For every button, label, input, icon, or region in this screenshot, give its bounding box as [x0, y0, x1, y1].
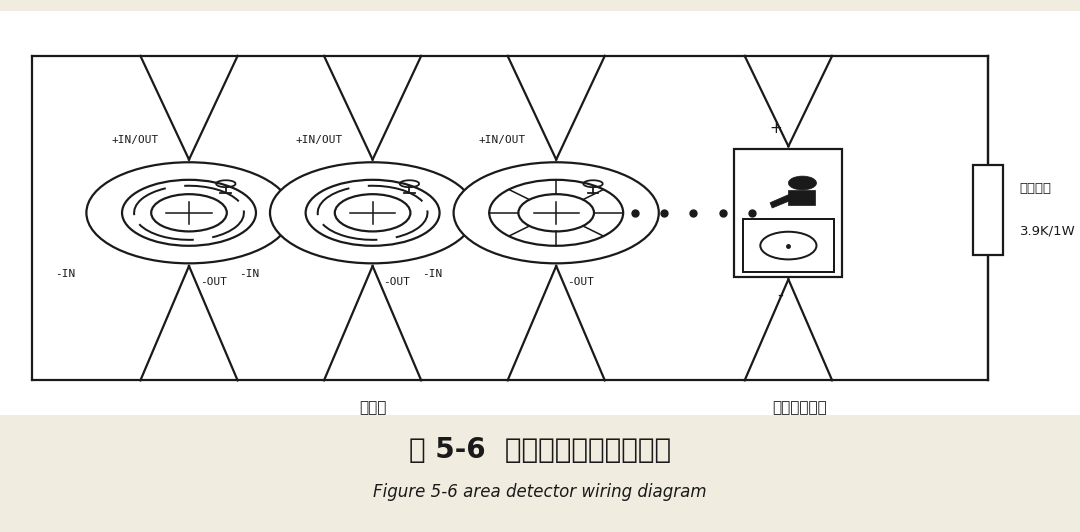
Text: 3.9K/1W: 3.9K/1W	[1020, 225, 1076, 238]
Bar	[0, 11, 1080, 415]
Bar	[743, 219, 834, 272]
Text: 手动报警按钮: 手动报警按钮	[772, 401, 826, 415]
Circle shape	[518, 194, 594, 231]
Text: -IN: -IN	[422, 269, 443, 279]
Text: -OUT: -OUT	[567, 277, 594, 287]
Text: 终端电阻: 终端电阻	[1020, 182, 1052, 195]
Text: 图 5-6  区域探测器接线示意图: 图 5-6 区域探测器接线示意图	[409, 436, 671, 463]
Text: -IN: -IN	[239, 269, 259, 279]
Circle shape	[335, 194, 410, 231]
Text: +IN/OUT: +IN/OUT	[111, 135, 159, 145]
Circle shape	[788, 176, 816, 190]
Text: +IN/OUT: +IN/OUT	[478, 135, 526, 145]
Text: -IN: -IN	[55, 269, 76, 279]
Circle shape	[454, 162, 659, 263]
Text: -: -	[777, 286, 783, 304]
Circle shape	[760, 232, 816, 260]
Text: +IN/OUT: +IN/OUT	[295, 135, 342, 145]
Bar	[734, 149, 842, 277]
Circle shape	[151, 194, 227, 231]
Polygon shape	[770, 195, 792, 208]
Bar	[973, 165, 1003, 255]
Text: Figure 5-6 area detector wiring diagram: Figure 5-6 area detector wiring diagram	[374, 483, 706, 501]
Text: 探测器: 探测器	[359, 401, 387, 415]
Circle shape	[122, 180, 256, 246]
Text: +: +	[769, 121, 782, 136]
Text: -OUT: -OUT	[383, 277, 410, 287]
Circle shape	[489, 180, 623, 246]
Polygon shape	[788, 190, 815, 205]
Text: -OUT: -OUT	[200, 277, 227, 287]
Circle shape	[306, 180, 440, 246]
Circle shape	[270, 162, 475, 263]
Circle shape	[86, 162, 292, 263]
